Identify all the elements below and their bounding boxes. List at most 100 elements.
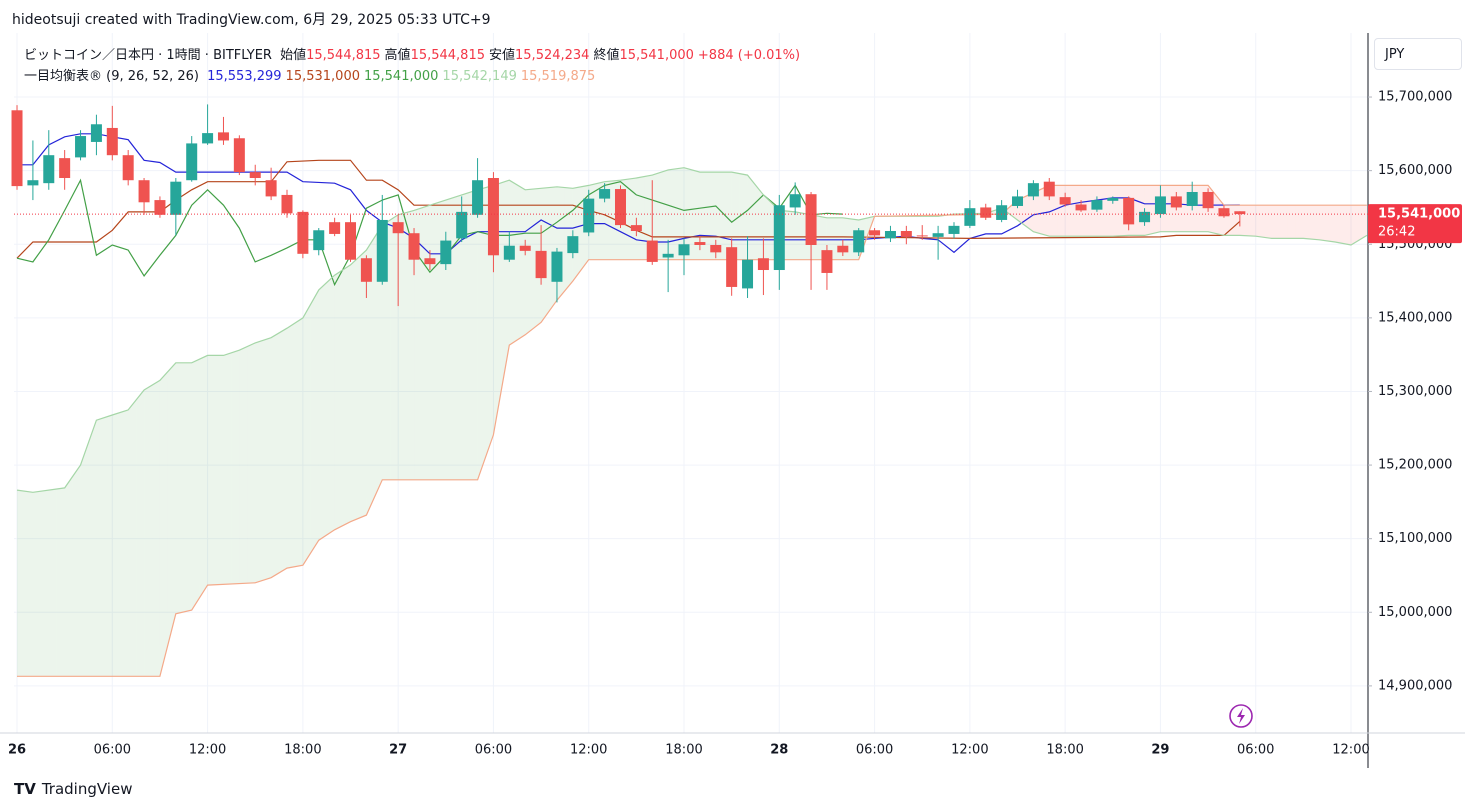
footer-logo: TV TradingView xyxy=(14,780,132,798)
cloud-fill xyxy=(1144,185,1153,236)
cloud-fill xyxy=(406,210,415,480)
cloud-fill xyxy=(707,172,716,260)
cloud-fill xyxy=(104,415,113,677)
cloud-fill xyxy=(40,490,49,677)
cloud-fill xyxy=(286,323,295,569)
candle-body xyxy=(932,233,944,237)
cloud-fill xyxy=(1351,205,1359,245)
footer-text: TradingView xyxy=(41,780,133,798)
cloud-fill xyxy=(374,225,383,498)
candle-body xyxy=(884,231,896,239)
candle-body xyxy=(487,178,499,256)
cloud-fill xyxy=(1057,185,1066,237)
x-tick-label: 12:00 xyxy=(189,743,226,758)
cloud-fill xyxy=(747,175,756,260)
x-tick-label: 26 xyxy=(8,743,26,758)
cloud-fill xyxy=(1041,185,1050,237)
candle-body xyxy=(313,230,325,251)
candle-body xyxy=(249,172,261,179)
cloud-fill xyxy=(501,180,510,390)
cloud-fill xyxy=(1295,205,1304,239)
candle-body xyxy=(789,194,801,208)
cloud-fill xyxy=(1343,205,1352,245)
cloud-fill xyxy=(302,303,311,566)
cloud-fill xyxy=(429,202,438,480)
cloud-fill xyxy=(525,189,534,335)
cloud-fill xyxy=(1104,185,1113,237)
cloud-fill xyxy=(32,491,41,677)
cloud-fill xyxy=(652,172,661,260)
cloud-fill xyxy=(596,181,605,260)
x-tick-label: 12:00 xyxy=(951,743,988,758)
y-tick-label: 15,000,000 xyxy=(1378,605,1452,620)
ohlc-label: 終値 xyxy=(593,48,620,63)
alert-icon[interactable] xyxy=(1229,704,1253,728)
cloud-fill xyxy=(96,417,105,677)
x-tick-label: 18:00 xyxy=(284,743,321,758)
cloud-fill xyxy=(342,264,351,526)
cloud-fill xyxy=(159,371,168,677)
y-tick-label: 14,900,000 xyxy=(1378,678,1452,693)
cloud-fill xyxy=(461,192,470,480)
candle-body xyxy=(360,258,372,282)
candle-body xyxy=(11,110,23,187)
candle-body xyxy=(90,124,102,142)
candle-body xyxy=(773,205,785,271)
candle-body xyxy=(662,253,674,258)
price-label: 15,541,000 xyxy=(1378,207,1460,222)
candle-body xyxy=(1234,211,1246,215)
indicator-line xyxy=(16,167,1368,493)
cloud-fill xyxy=(604,180,613,260)
alert-icon-bolt xyxy=(1237,708,1245,724)
candle-body xyxy=(472,180,484,215)
cloud-fill xyxy=(1176,185,1185,232)
currency-button[interactable]: JPY xyxy=(1374,38,1462,70)
cloud-fill xyxy=(644,175,653,260)
cloud-fill xyxy=(755,184,764,260)
y-tick-label: 15,700,000 xyxy=(1378,90,1452,105)
candle-body xyxy=(281,194,293,214)
cloud-fill xyxy=(1231,205,1240,236)
candle-body xyxy=(408,233,420,260)
candle-body xyxy=(297,211,309,254)
candle-body xyxy=(75,136,87,158)
candle-body xyxy=(964,208,976,226)
cloud-fill xyxy=(1081,185,1089,237)
cloud-fill xyxy=(390,214,399,480)
cloud-fill xyxy=(1239,205,1248,236)
candle-body xyxy=(1218,208,1230,217)
y-tick-label: 15,300,000 xyxy=(1378,384,1452,399)
cloud-fill xyxy=(247,342,256,584)
cloud-fill xyxy=(72,465,81,677)
cloud-fill xyxy=(152,380,160,677)
cloud-fill xyxy=(231,350,240,584)
ohlc-label: 始値 xyxy=(280,48,307,63)
candle-body xyxy=(535,250,547,279)
cloud-fill xyxy=(64,476,73,677)
candle-body xyxy=(138,180,150,203)
cloud-fill xyxy=(48,488,57,677)
ohlc-value: 15,544,815 xyxy=(306,48,381,63)
x-tick-label: 06:00 xyxy=(94,743,131,758)
cloud-fill xyxy=(1271,205,1280,239)
candle-body xyxy=(757,258,769,271)
x-tick-label: 06:00 xyxy=(1237,743,1274,758)
candle-body xyxy=(1202,191,1214,209)
candle-body xyxy=(519,245,531,251)
candle-body xyxy=(43,155,55,184)
cloud-fill xyxy=(310,289,319,553)
candle-body xyxy=(27,180,39,186)
candle-body xyxy=(1186,191,1198,206)
cloud-fill xyxy=(318,282,327,541)
cloud-fill xyxy=(294,317,303,567)
candle-body xyxy=(726,247,738,287)
candle-body xyxy=(392,222,404,234)
candle-body xyxy=(805,194,817,245)
symbol: ビットコイン／日本円 · 1時間 · BITFLYER xyxy=(24,48,272,63)
price-label-box xyxy=(1368,204,1462,244)
cloud-fill xyxy=(279,328,287,573)
cloud-fill xyxy=(477,187,486,480)
candle-body xyxy=(948,225,960,234)
cloud-fill xyxy=(144,385,153,677)
